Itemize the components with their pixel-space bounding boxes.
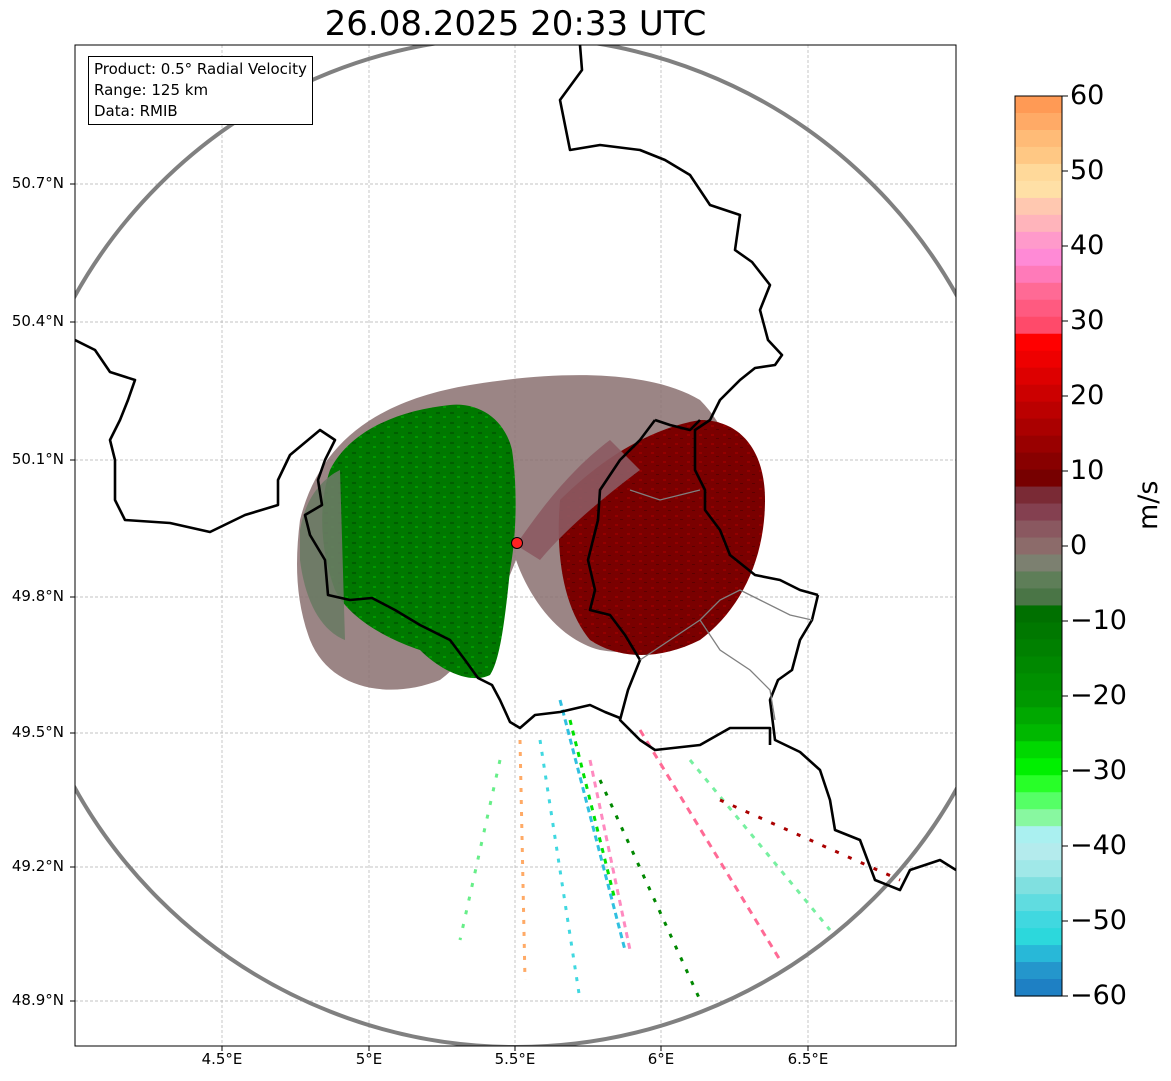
colorbar-band [1015,299,1062,318]
colorbar-band [1015,435,1062,454]
colorbar-band [1015,537,1062,556]
colorbar-band [1015,605,1062,624]
lon-tick-label: 5.5°E [494,1050,536,1068]
colorbar-band [1015,180,1062,199]
lat-tick-label: 50.4°N [11,312,64,330]
data-source-label: Data: RMIB [94,102,178,120]
colorbar-tick-label: 0 [1070,530,1088,561]
colorbar-band [1015,809,1062,827]
lat-tick-label: 50.1°N [11,450,64,468]
radar-site-marker [511,537,523,549]
colorbar-band [1015,826,1062,844]
colorbar-band [1015,316,1062,335]
outbound-weak-echo [516,440,640,560]
colorbar-tick-label: −20 [1070,680,1127,711]
colorbar-band [1015,673,1062,691]
colorbar-band [1015,452,1062,471]
colorbar-band [1015,911,1062,929]
colorbar-band [1015,384,1062,403]
product-info-box: Product: 0.5° Radial Velocity Range: 125… [88,56,313,125]
colorbar-band [1015,622,1062,640]
colorbar-tick-marks [1062,95,1068,997]
colorbar-tick-label: 20 [1070,380,1105,411]
colorbar-band [1015,588,1062,607]
colorbar-band [1015,928,1062,946]
colorbar-band [1015,350,1062,369]
colorbar [1015,96,1062,997]
country-borders [75,45,956,892]
lat-tick-label: 49.8°N [11,587,64,605]
colorbar-band [1015,639,1062,657]
colorbar-band [1015,894,1062,912]
colorbar-band [1015,333,1062,352]
colorbar-band [1015,554,1062,573]
region-borders [629,489,813,721]
lon-tick-label: 6.5°E [787,1050,829,1068]
lon-tick-label: 4.5°E [201,1050,243,1068]
colorbar-tick-label: −60 [1070,980,1127,1011]
colorbar-band [1015,248,1062,267]
colorbar-band [1015,282,1062,301]
product-label: Product: 0.5° Radial Velocity [94,60,307,78]
colorbar-tick-label: −50 [1070,905,1127,936]
colorbar-band [1015,741,1062,759]
colorbar-band [1015,945,1062,963]
colorbar-band [1015,96,1062,114]
colorbar-tick-label: 60 [1070,80,1105,111]
radial-streaks [458,699,901,1001]
colorbar-band [1015,418,1062,437]
axis-ticks [70,183,809,1051]
colorbar-band [1015,367,1062,386]
colorbar-band [1015,724,1062,742]
colorbar-band [1015,486,1062,505]
colorbar-band [1015,792,1062,810]
lat-tick-label: 48.9°N [11,991,64,1009]
colorbar-band [1015,775,1062,793]
range-label: Range: 125 km [94,81,209,99]
lat-tick-label: 49.2°N [11,857,64,875]
colorbar-band [1015,979,1062,997]
colorbar-band [1015,469,1062,488]
colorbar-band [1015,401,1062,420]
colorbar-band [1015,860,1062,878]
colorbar-band [1015,656,1062,674]
colorbar-tick-label: 50 [1070,155,1105,186]
colorbar-band [1015,112,1062,131]
colorbar-band [1015,503,1062,522]
colorbar-band [1015,231,1062,250]
colorbar-tick-label: 10 [1070,455,1105,486]
colorbar-tick-label: −10 [1070,605,1127,636]
lon-tick-label: 5°E [355,1050,383,1068]
colorbar-band [1015,758,1062,776]
colorbar-tick-label: 30 [1070,305,1105,336]
lon-tick-label: 6°E [647,1050,675,1068]
colorbar-band [1015,265,1062,284]
colorbar-band [1015,962,1062,980]
colorbar-band [1015,214,1062,233]
colorbar-band [1015,197,1062,216]
lat-tick-label: 50.7°N [11,174,64,192]
inbound-velocity-echo [322,404,516,679]
map-title: 26.08.2025 20:33 UTC [324,4,707,44]
colorbar-band [1015,571,1062,590]
colorbar-band [1015,690,1062,708]
colorbar-tick-label: −30 [1070,755,1127,786]
lat-tick-label: 49.5°N [11,723,64,741]
colorbar-band [1015,707,1062,725]
colorbar-unit-label: m/s [1133,480,1164,530]
colorbar-tick-label: 40 [1070,230,1105,261]
colorbar-tick-label: −40 [1070,830,1127,861]
colorbar-band [1015,843,1062,861]
colorbar-band [1015,520,1062,539]
colorbar-band [1015,146,1062,165]
colorbar-band [1015,877,1062,895]
colorbar-band [1015,163,1062,182]
colorbar-band [1015,129,1062,148]
